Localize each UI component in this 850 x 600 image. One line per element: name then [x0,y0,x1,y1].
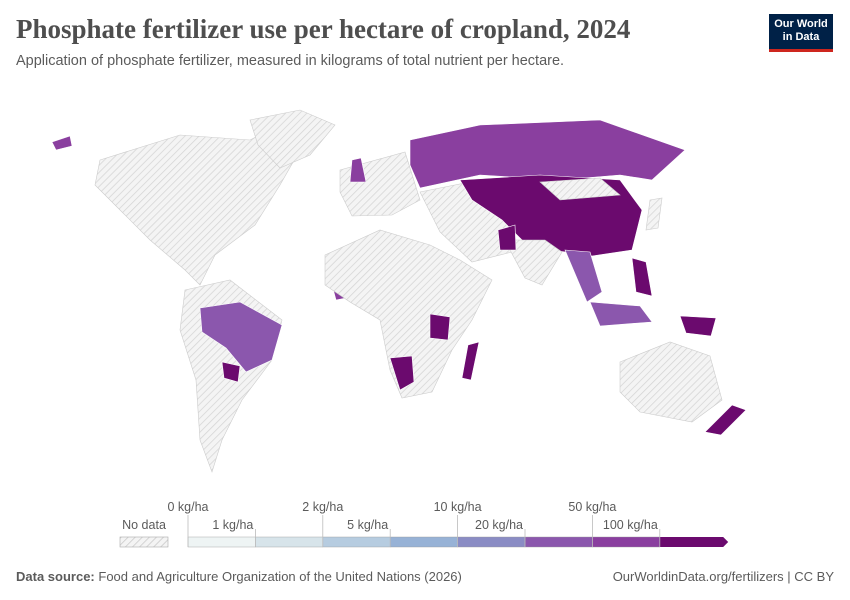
new-zealand[interactable] [704,404,747,436]
source-label: Data source: [16,569,95,584]
legend-swatch [255,536,323,548]
legend-tick-label: 10 kg/ha [434,500,482,514]
legend-tick-label: 5 kg/ha [347,518,388,532]
legend-swatch [524,536,593,548]
north-america[interactable] [94,124,301,286]
legend-swatch [187,536,256,548]
legend: No data 0 kg/ha 1 kg/ha 2 kg/ha 5 kg/ha 10 k… [119,500,729,548]
greenland[interactable] [249,109,336,169]
legend-tick-label: 50 kg/ha [568,500,616,514]
legend-tick-label: 0 kg/ha [167,500,208,514]
footer: Data source: Food and Agriculture Organi… [16,569,834,584]
iceland[interactable] [51,135,73,151]
africa[interactable] [324,229,493,399]
japan[interactable] [645,197,663,231]
namibia[interactable] [389,355,415,391]
no-data-swatch [119,536,169,548]
indonesia[interactable] [589,301,653,327]
logo-line: Our World [774,18,828,30]
mongolia[interactable] [539,177,621,201]
logo[interactable]: Our World in Data [769,14,833,52]
legend-swatch [390,536,458,548]
russia[interactable] [409,119,686,189]
papua-new-guinea[interactable] [679,315,717,337]
countries [51,109,747,473]
madagascar[interactable] [461,341,480,381]
world-map [51,109,747,473]
title: Phosphate fertilizer use per hectare of … [16,14,631,44]
india[interactable] [509,239,563,286]
subtitle: Application of phosphate fertilizer, mea… [16,53,565,69]
brazil[interactable] [199,301,283,373]
source: Food and Agriculture Organization of the… [98,569,462,584]
southeast-asia[interactable] [564,249,603,303]
legend-tick-label: 100 kg/ha [603,518,658,532]
uk[interactable] [349,157,367,183]
logo-line: in Data [782,31,820,43]
legend-tick-label: 2 kg/ha [302,500,343,514]
legend-swatch [457,536,526,548]
tanzania[interactable] [429,313,451,341]
australia[interactable] [619,341,723,423]
legend-swatch [322,536,391,548]
no-data-label: No data [122,518,166,532]
legend-swatch [592,536,661,548]
legend-swatch [659,537,729,547]
pakistan[interactable] [497,224,517,251]
philippines[interactable] [631,257,653,297]
legend-tick-label: 20 kg/ha [475,518,523,532]
url[interactable]: OurWorldinData.org/fertilizers | CC BY [612,569,834,584]
paraguay[interactable] [221,361,241,383]
legend-tick-label: 1 kg/ha [212,518,253,532]
